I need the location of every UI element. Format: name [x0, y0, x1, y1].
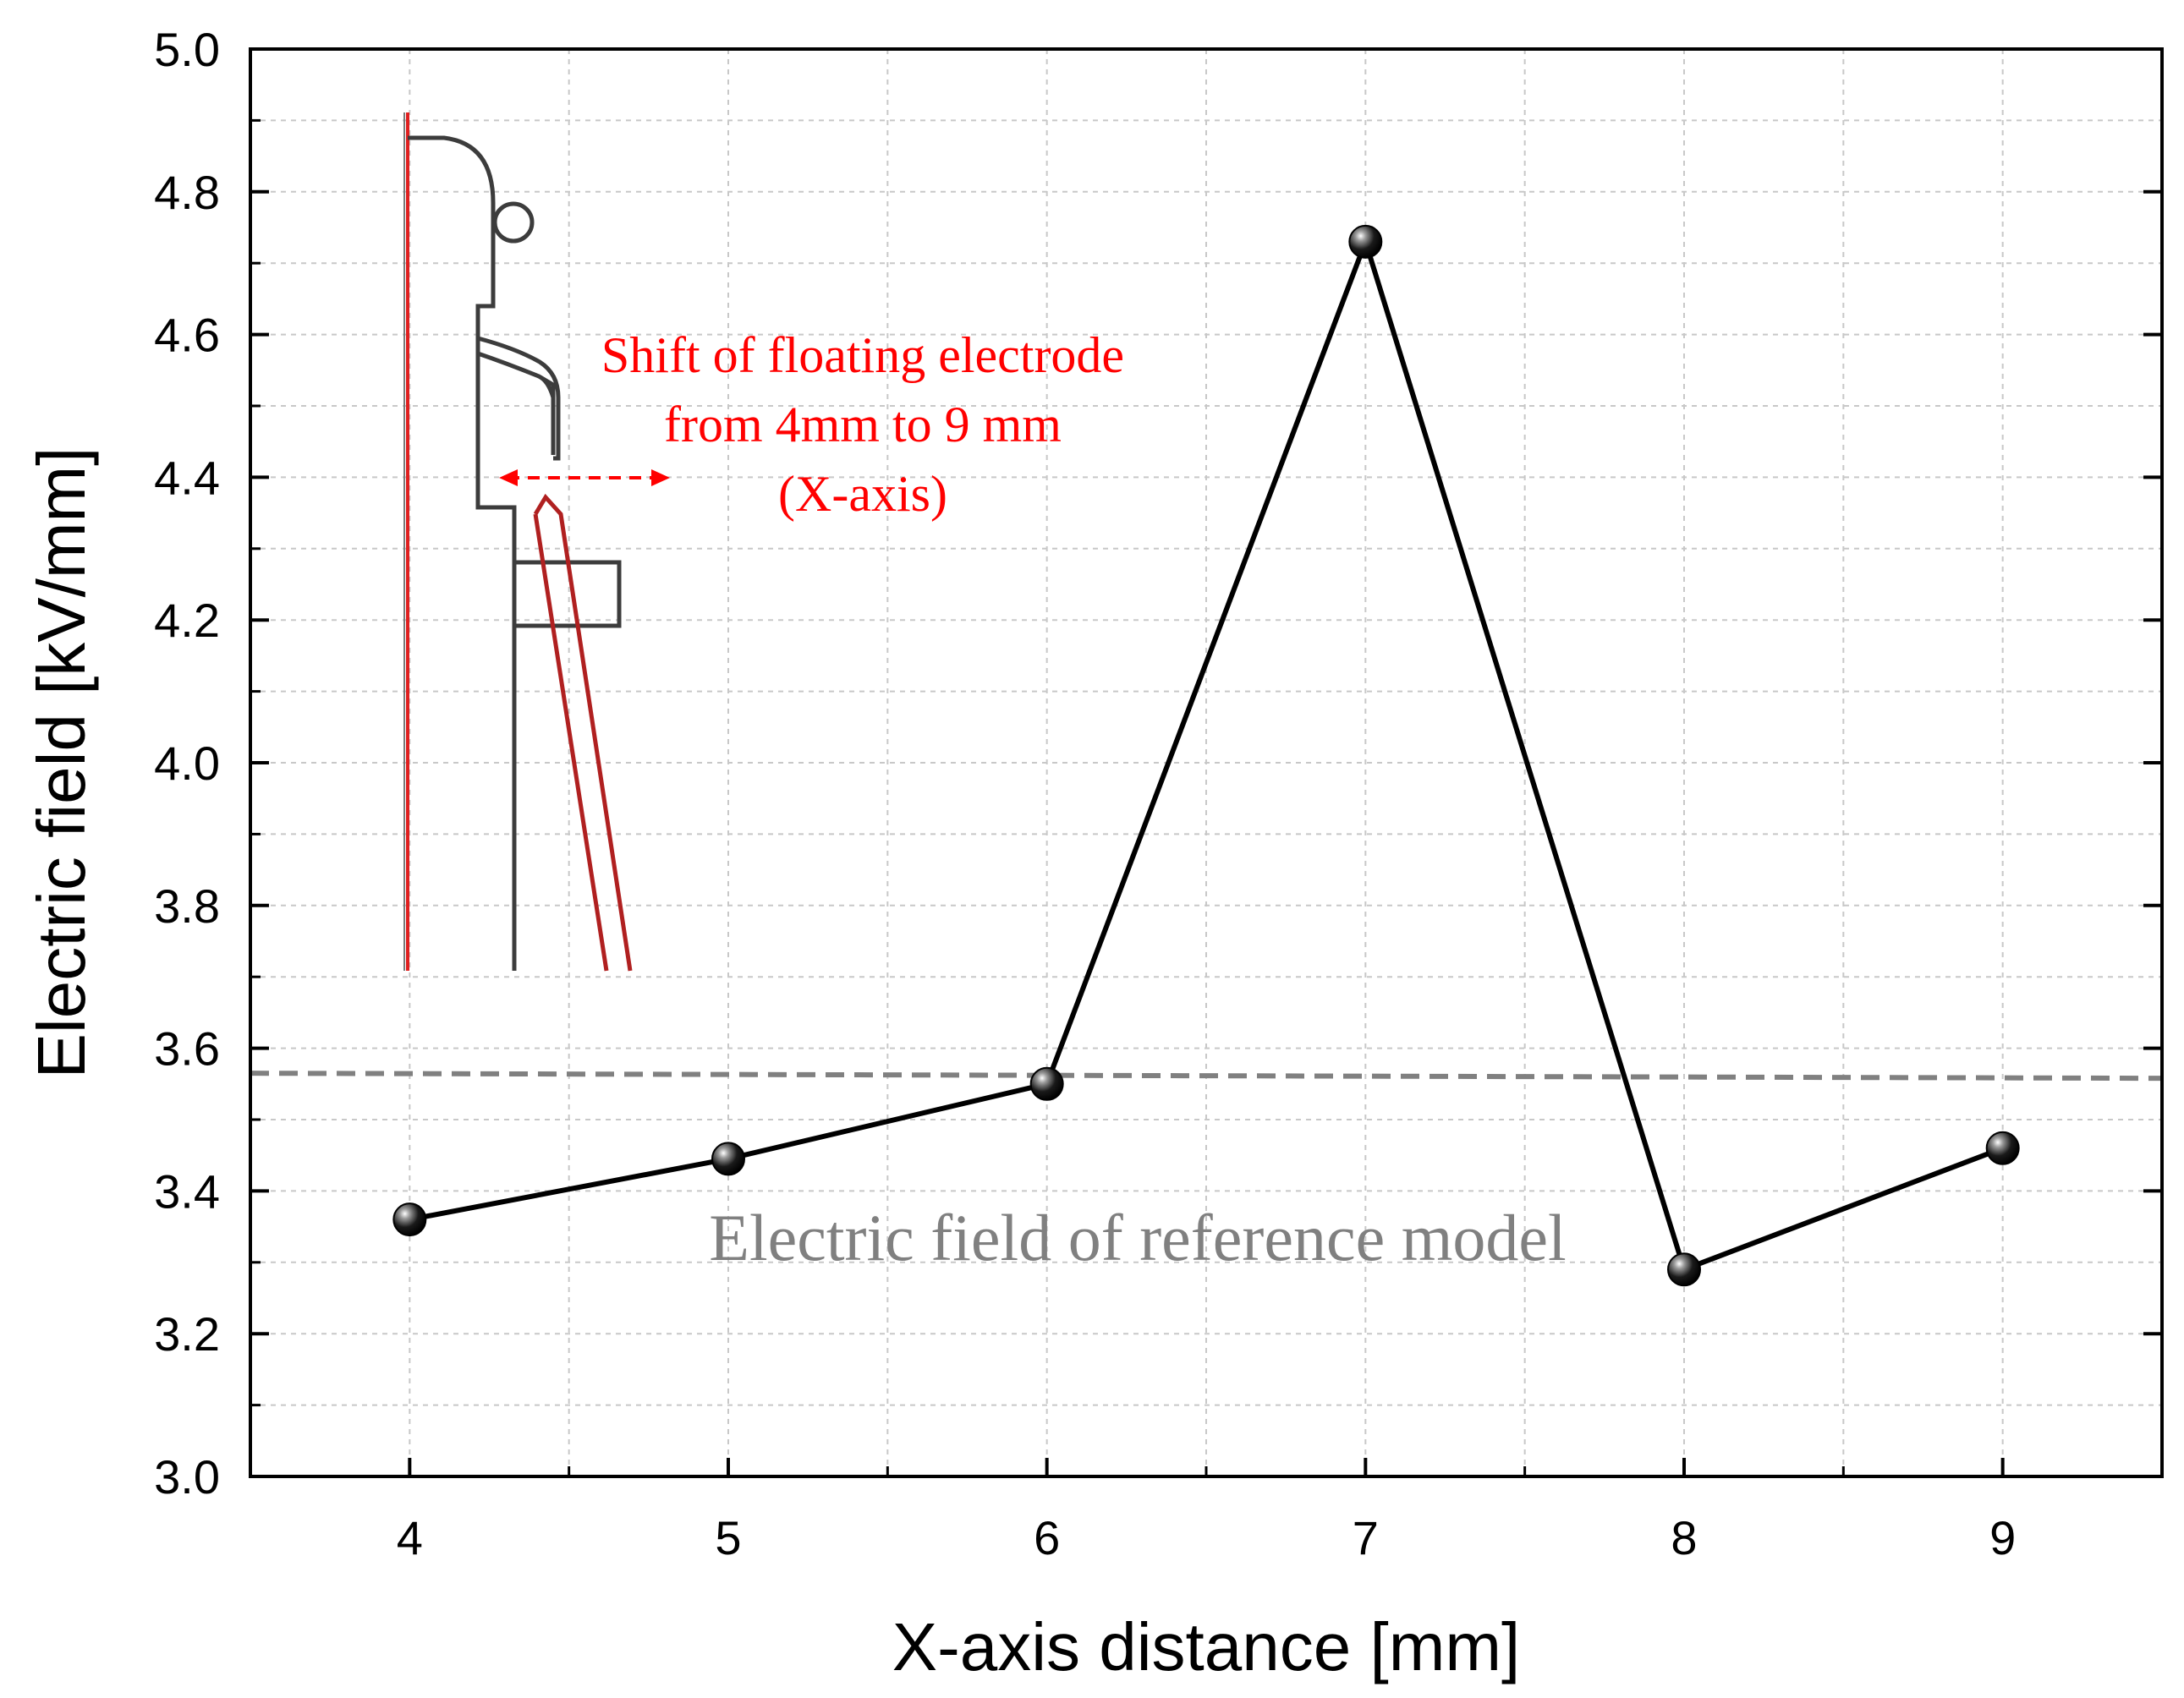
- reference-line-label: Electric field of reference model: [709, 1201, 1566, 1274]
- schematic-outline: [408, 135, 556, 971]
- data-point: [1985, 1131, 2020, 1165]
- y-tick-label: 4.0: [154, 737, 220, 790]
- data-point: [711, 1142, 745, 1176]
- x-axis-title: X-axis distance [mm]: [892, 1609, 1520, 1684]
- x-tick-label: 9: [1989, 1511, 2016, 1564]
- data-point: [1667, 1252, 1701, 1287]
- x-tick-label: 6: [1034, 1511, 1060, 1564]
- series-line: [409, 238, 2004, 1273]
- y-tick-label: 4.2: [154, 594, 220, 647]
- reference-line: [250, 1071, 2163, 1082]
- y-axis-title: Electric field [kV/mm]: [24, 447, 99, 1079]
- series: [392, 224, 2020, 1287]
- annotation-line: Shift of floating electrode: [601, 327, 1124, 383]
- grid: [250, 49, 2162, 1476]
- data-point: [1348, 224, 1383, 259]
- electrode-schematic: [403, 112, 670, 972]
- y-tick-label: 3.4: [154, 1164, 220, 1218]
- shift-arrow-right-head: [651, 469, 670, 486]
- y-tick-label: 3.8: [154, 879, 220, 933]
- y-tick-label: 3.0: [154, 1450, 220, 1504]
- x-tick-label: 8: [1671, 1511, 1697, 1564]
- y-tick-label: 4.6: [154, 309, 220, 362]
- y-tick-label: 3.6: [154, 1022, 220, 1076]
- ticks: 3.0 3.2 3.4 3.6 3.8 4.0 4.2 4.4 4.6 4.8 5.0 4 5 6 7 8 9: [154, 23, 2164, 1564]
- data-point: [392, 1202, 427, 1237]
- x-tick-label: 5: [715, 1511, 741, 1564]
- shift-arrow-left-head: [499, 469, 518, 486]
- y-tick-label: 5.0: [154, 23, 220, 76]
- schematic-upper-electrode: [477, 336, 561, 461]
- x-tick-label: 4: [397, 1511, 423, 1564]
- y-tick-label: 4.4: [154, 451, 220, 504]
- schematic-spacer: [512, 560, 622, 628]
- y-tick-label: 3.2: [154, 1307, 220, 1361]
- schematic-floating-electrode: [533, 493, 633, 972]
- schematic-ring: [492, 201, 535, 244]
- y-tick-label: 4.8: [154, 166, 220, 219]
- annotation-line: (X-axis): [778, 466, 947, 522]
- annotation: Shift of floating electrode from 4mm to 9…: [601, 327, 1124, 522]
- reference-line-group: Electric field of reference model: [250, 1071, 2163, 1274]
- data-point: [1029, 1066, 1064, 1101]
- annotation-line: from 4mm to 9 mm: [664, 397, 1062, 452]
- x-tick-label: 7: [1353, 1511, 1379, 1564]
